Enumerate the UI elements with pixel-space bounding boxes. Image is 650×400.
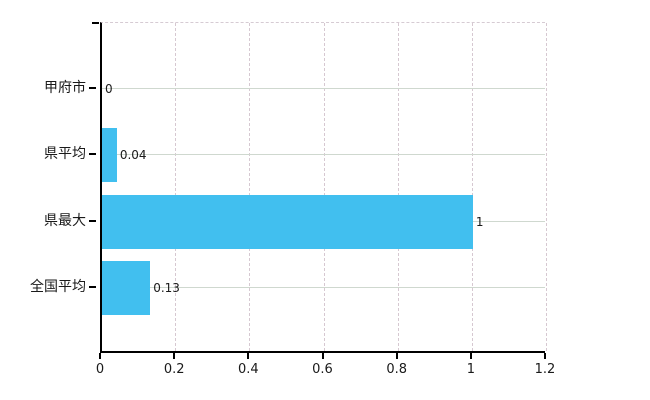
bar-value-label: 0.13 <box>153 280 180 295</box>
bar <box>102 128 117 183</box>
x-axis-tick <box>469 353 472 359</box>
bar-value-label: 0.04 <box>119 148 147 163</box>
x-tick-label: 0.6 <box>312 362 333 377</box>
x-tick-label: 0.4 <box>237 362 259 377</box>
horizontal-gridline <box>102 88 545 90</box>
vertical-gridline <box>175 23 177 351</box>
x-axis-tick <box>247 353 250 359</box>
x-axis-tick <box>99 353 101 359</box>
x-tick-label: 1.2 <box>534 362 556 377</box>
y-axis-tick <box>89 219 96 222</box>
vertical-gridline <box>397 23 399 351</box>
horizontal-gridline <box>102 286 545 288</box>
x-tick-label: 0.8 <box>386 362 407 377</box>
y-axis-tick <box>89 87 96 90</box>
x-tick-label: 0.2 <box>163 362 185 377</box>
y-axis-tick <box>89 285 96 288</box>
bar-value-label: 0 <box>105 82 113 97</box>
category-label: 県最大 <box>44 212 86 229</box>
x-axis-tick <box>173 353 176 359</box>
vertical-gridline <box>323 23 325 351</box>
x-axis-tick <box>321 353 324 359</box>
x-tick-label: 1 <box>466 362 475 377</box>
plot-area: 0 0.04 1 0.13 <box>100 22 547 353</box>
x-axis-tick <box>395 353 398 359</box>
bar <box>102 260 151 315</box>
category-label: 全国平均 <box>30 278 86 295</box>
y-axis-end-tick <box>92 22 99 24</box>
horizontal-gridline <box>102 154 545 156</box>
vertical-gridline <box>471 23 473 351</box>
vertical-gridline <box>249 23 251 351</box>
bar <box>102 194 473 249</box>
bar-value-label: 1 <box>475 214 484 229</box>
x-axis-tick <box>544 353 546 359</box>
y-axis-tick <box>89 153 96 156</box>
x-tick-label: 0 <box>95 362 105 377</box>
vertical-gridline <box>546 23 547 351</box>
category-label: 甲府市 <box>44 80 86 97</box>
category-label: 県平均 <box>44 146 86 163</box>
